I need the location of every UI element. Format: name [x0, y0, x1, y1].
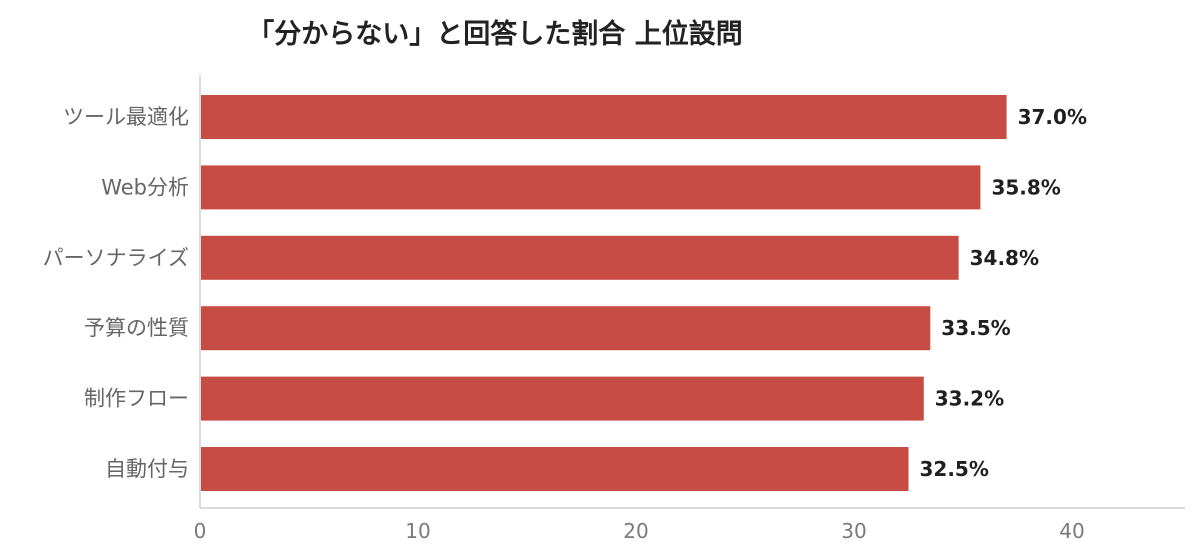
category-label: 自動付与 [105, 457, 189, 481]
x-tick-label: 0 [194, 519, 207, 543]
data-label: 33.2% [935, 387, 1004, 411]
data-label: 34.8% [970, 246, 1039, 270]
category-label: ツール最適化 [63, 105, 189, 129]
x-tick-label: 20 [623, 519, 648, 543]
data-label: 37.0% [1018, 105, 1087, 129]
bar [201, 376, 924, 421]
x-tick-label: 30 [841, 519, 866, 543]
chart-title: 「分からない」と回答した割合 上位設問 [247, 19, 743, 50]
bar [201, 235, 959, 280]
data-label: 32.5% [920, 457, 989, 481]
bar [201, 447, 909, 491]
bar [201, 95, 1007, 139]
bar [201, 165, 981, 210]
category-label: パーソナライズ [43, 246, 189, 270]
x-tick-label: 10 [405, 519, 430, 543]
category-label: Web分析 [101, 175, 189, 199]
category-label: 予算の性質 [84, 316, 189, 340]
x-tick-label: 40 [1059, 519, 1084, 543]
category-label: 制作フロー [84, 387, 189, 411]
data-label: 35.8% [991, 175, 1060, 199]
data-label: 33.5% [941, 316, 1010, 340]
bar [201, 306, 931, 351]
